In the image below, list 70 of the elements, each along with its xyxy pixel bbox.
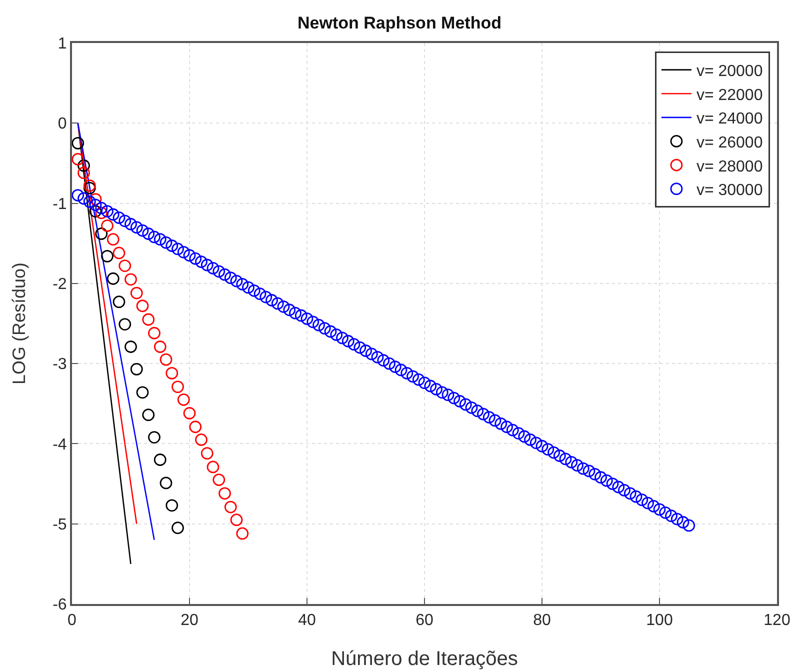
point xyxy=(160,353,172,366)
point xyxy=(101,250,114,262)
point xyxy=(95,228,108,240)
x-tick-label: 80 xyxy=(533,612,551,630)
x-tick-label: 120 xyxy=(764,612,790,630)
point xyxy=(72,136,84,150)
point xyxy=(101,220,114,232)
point xyxy=(106,233,120,246)
point xyxy=(166,366,178,380)
point xyxy=(172,380,184,394)
point xyxy=(212,474,226,486)
point xyxy=(112,296,126,308)
point xyxy=(142,313,155,326)
legend-label: v= 24000 xyxy=(696,110,763,128)
x-axis-title: Número de Iterações xyxy=(331,648,518,670)
point xyxy=(124,273,137,286)
point xyxy=(95,206,108,220)
point xyxy=(236,527,249,540)
legend-label: v= 22000 xyxy=(696,86,763,104)
legend-label: v= 28000 xyxy=(696,158,763,176)
point xyxy=(224,500,237,514)
x-tick-label: 60 xyxy=(416,612,434,630)
point xyxy=(130,362,143,376)
point xyxy=(78,159,90,172)
y-tick-label: -2 xyxy=(52,276,67,294)
point xyxy=(130,286,143,300)
y-tick-label: -6 xyxy=(52,596,67,614)
point xyxy=(195,434,208,446)
point xyxy=(106,272,120,285)
point xyxy=(177,393,190,406)
y-tick-label: 1 xyxy=(58,36,67,53)
point xyxy=(112,246,126,260)
y-tick-label: -1 xyxy=(52,196,67,213)
y-tick-label: -4 xyxy=(52,436,67,454)
point xyxy=(142,408,155,422)
point xyxy=(189,420,202,434)
point xyxy=(183,407,196,420)
point xyxy=(89,193,102,206)
y-axis-title: LOG (Resíduo) xyxy=(9,262,29,385)
y-tick-label: 0 xyxy=(58,116,67,133)
point xyxy=(83,182,96,194)
y-tick-label: -3 xyxy=(52,356,67,374)
point xyxy=(124,340,137,353)
legend-label: v= 20000 xyxy=(696,63,763,80)
x-tick-label: 40 xyxy=(298,612,316,630)
point xyxy=(230,514,243,526)
y-tick-label: -5 xyxy=(52,516,67,534)
x-tick-label: 100 xyxy=(646,612,673,630)
point xyxy=(154,340,166,353)
point xyxy=(154,454,166,466)
point xyxy=(148,326,160,340)
point xyxy=(148,431,160,444)
point xyxy=(136,386,149,399)
point xyxy=(83,179,96,192)
point xyxy=(89,205,102,218)
point xyxy=(218,487,231,500)
point xyxy=(160,476,172,490)
point xyxy=(172,522,184,534)
point xyxy=(206,460,220,474)
legend-label: v= 26000 xyxy=(696,134,763,152)
point xyxy=(118,318,132,330)
point xyxy=(200,447,214,460)
x-tick-label: 20 xyxy=(180,612,198,630)
legend-label: v= 30000 xyxy=(696,182,763,200)
chart-title: Newton Raphson Method xyxy=(298,14,502,33)
point xyxy=(166,499,178,512)
point xyxy=(136,300,149,312)
point xyxy=(118,260,132,272)
point xyxy=(72,153,84,166)
point xyxy=(78,166,90,180)
